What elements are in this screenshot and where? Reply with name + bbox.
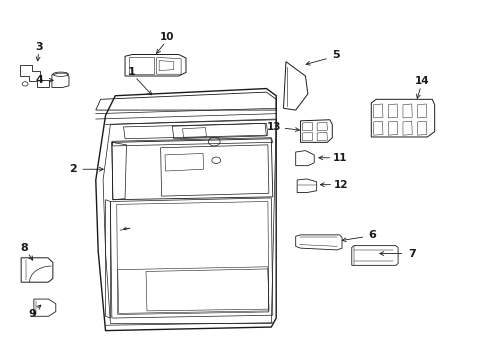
Text: 12: 12 — [333, 180, 347, 190]
Text: 10: 10 — [160, 32, 174, 42]
Text: 1: 1 — [127, 67, 135, 77]
Text: 7: 7 — [407, 248, 415, 258]
Text: 2: 2 — [69, 164, 77, 174]
Text: 11: 11 — [332, 153, 346, 163]
Text: 3: 3 — [35, 42, 42, 51]
Text: 9: 9 — [28, 310, 36, 319]
Text: 8: 8 — [20, 243, 28, 253]
Text: 14: 14 — [414, 76, 429, 86]
Text: 6: 6 — [367, 230, 375, 239]
Text: 13: 13 — [266, 122, 281, 132]
Text: 4: 4 — [36, 75, 43, 85]
Text: 5: 5 — [332, 50, 339, 60]
